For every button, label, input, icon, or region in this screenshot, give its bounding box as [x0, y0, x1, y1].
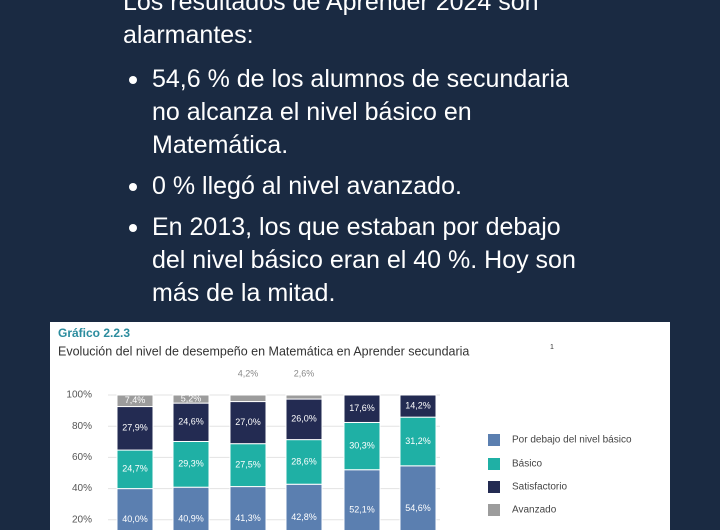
post-heading: Los resultados de Aprender 2024 son alar…	[123, 0, 539, 49]
value-label: 17,6%	[349, 403, 375, 413]
chart-subtitle: Evolución del nivel de desempeño en Mate…	[58, 344, 469, 358]
legend-label: Avanzado	[512, 505, 557, 516]
value-label: 4,2%	[238, 368, 259, 378]
value-label: 52,1%	[349, 505, 375, 515]
value-label: 42,8%	[291, 512, 317, 522]
bar-segment	[172, 394, 210, 404]
legend-swatch	[488, 504, 500, 516]
value-label: 30,3%	[349, 440, 375, 450]
legend-swatch	[488, 481, 500, 493]
bar-segment	[343, 421, 381, 471]
bar-segment	[229, 394, 267, 403]
bar-segment	[116, 394, 154, 408]
value-label: 40,9%	[178, 513, 204, 523]
bar-segment	[229, 486, 267, 530]
y-tick-label: 40%	[72, 483, 92, 494]
bar-segment	[285, 394, 323, 400]
value-label: 27,9%	[122, 423, 148, 433]
bullet: 0 % llegó al nivel avanzado.	[123, 170, 593, 203]
bar-segment	[399, 416, 437, 467]
value-label: 26,0%	[291, 414, 317, 424]
value-label: 29,3%	[178, 459, 204, 469]
y-tick-label: 80%	[72, 421, 92, 432]
bar-segment	[343, 469, 381, 530]
legend-label: Básico	[512, 459, 542, 470]
y-tick-label: 100%	[66, 390, 92, 401]
legend-swatch	[488, 434, 500, 446]
value-label: 7,4%	[125, 395, 146, 405]
value-label: 54,6%	[405, 503, 431, 513]
chart: Gráfico 2.2.3 Evolución del nivel de des…	[50, 322, 670, 530]
value-label: 24,6%	[178, 417, 204, 427]
bar-segment	[116, 488, 154, 530]
y-tick-label: 60%	[72, 452, 92, 463]
bar-segment	[285, 439, 323, 485]
value-label: 28,6%	[291, 456, 317, 466]
bar-segment	[343, 394, 381, 423]
value-label: 27,0%	[235, 417, 261, 427]
value-label: 2,6%	[294, 368, 315, 378]
y-tick-label: 20%	[72, 514, 92, 525]
bar-segment	[399, 465, 437, 530]
value-label: 24,7%	[122, 464, 148, 474]
legend-swatch	[488, 458, 500, 470]
bullet-list: 54,6 % de los alumnos de secundaria no a…	[123, 63, 593, 318]
value-label: 5,2%	[181, 393, 202, 403]
chart-title: Gráfico 2.2.3	[58, 326, 130, 340]
bar-segment	[399, 394, 437, 418]
bar-segment	[285, 483, 323, 530]
bar-segment	[172, 402, 210, 442]
value-label: 27,5%	[235, 459, 261, 469]
legend-label: Satisfactorio	[512, 482, 567, 493]
bar-segment	[172, 486, 210, 530]
bar-segment	[285, 398, 323, 441]
legend-label: Por debajo del nivel básico	[512, 435, 632, 446]
value-label: 14,2%	[405, 400, 431, 410]
subtitle-note: 1	[550, 344, 554, 351]
value-label: 31,2%	[405, 436, 431, 446]
value-label: 40,0%	[122, 514, 148, 524]
value-label: 41,3%	[235, 513, 261, 523]
bullet: En 2013, los que estaban por debajo del …	[123, 211, 593, 310]
bullet: 54,6 % de los alumnos de secundaria no a…	[123, 63, 593, 162]
bar-segment	[116, 406, 154, 451]
